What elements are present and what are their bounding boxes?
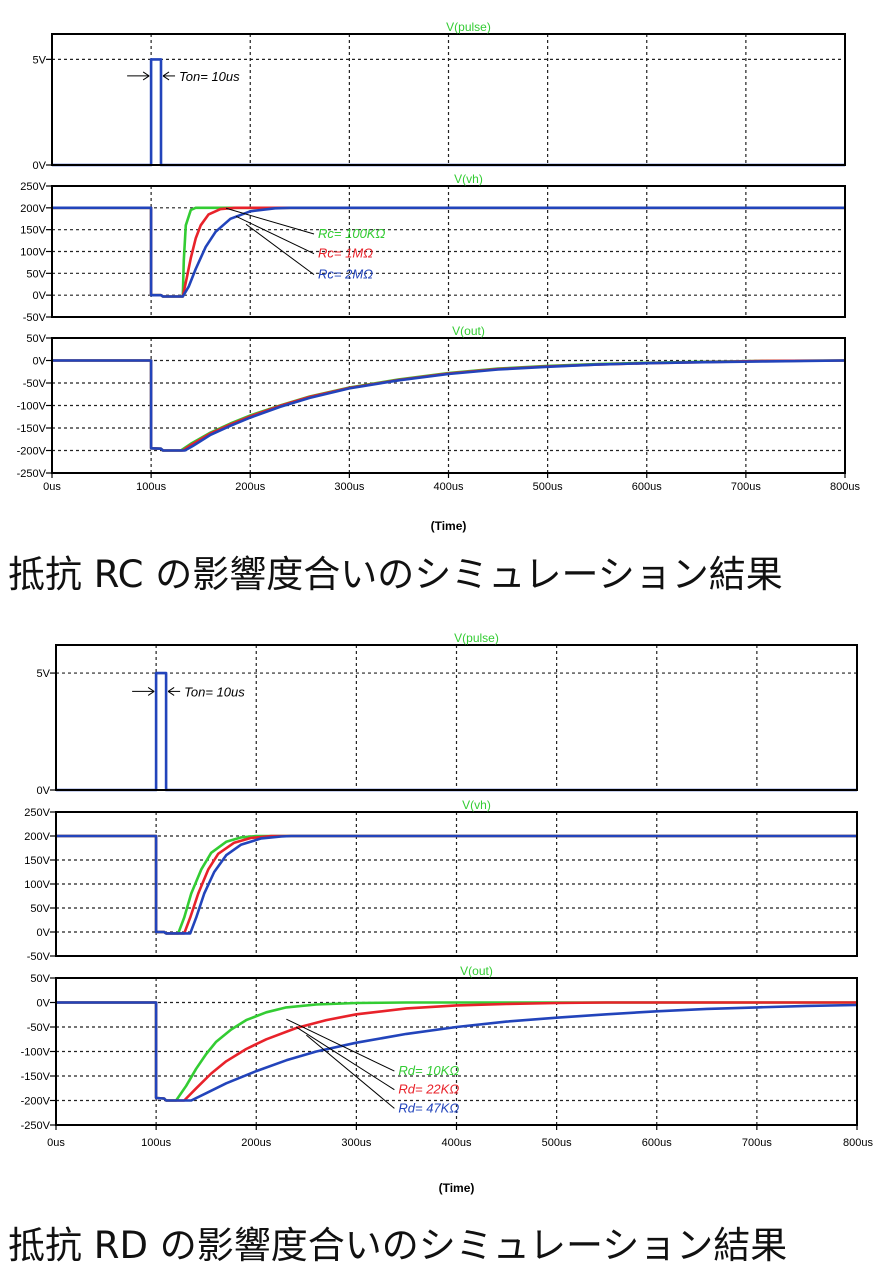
x-tick-label: 400us xyxy=(434,481,464,493)
x-tick-label: 500us xyxy=(533,481,563,493)
series-label-leader xyxy=(286,1018,395,1072)
series-label-blue: Rd= 47KΩ xyxy=(398,1100,459,1115)
series-blue-line xyxy=(56,1001,858,1102)
y-tick-label: 250V xyxy=(20,181,46,193)
series-label-leader xyxy=(245,223,315,276)
y-tick-label: -250V xyxy=(17,468,47,480)
y-tick-label: -200V xyxy=(17,446,47,458)
y-tick-label: 150V xyxy=(20,225,46,237)
y-tick-label: 0V xyxy=(37,785,51,797)
panel-frame xyxy=(51,185,846,318)
y-tick-label: 0V xyxy=(37,927,51,939)
series-label-red: Rc= 1MΩ xyxy=(318,246,373,261)
x-tick-label: 300us xyxy=(334,481,364,493)
x-tick-label: 500us xyxy=(542,1137,572,1149)
ton-arrowhead-right xyxy=(162,71,170,81)
y-tick-label: 200V xyxy=(20,203,46,215)
series-blue-line xyxy=(56,834,857,935)
series-blue-line xyxy=(52,359,846,452)
x-tick-label: 700us xyxy=(742,1137,772,1149)
series-blue-line xyxy=(52,206,845,298)
x-tick-label: 700us xyxy=(731,481,761,493)
series-label-leader xyxy=(306,1034,395,1109)
x-tick-label: 600us xyxy=(632,481,662,493)
y-tick-label: 150V xyxy=(24,855,50,867)
panel-title: V(out) xyxy=(460,964,493,978)
x-tick-label: 300us xyxy=(341,1137,371,1149)
y-tick-label: -50V xyxy=(23,378,47,390)
panel-title: V(pulse) xyxy=(454,631,499,645)
y-tick-label: 100V xyxy=(20,247,46,259)
y-tick-label: 50V xyxy=(30,973,50,985)
x-tick-label: 0us xyxy=(43,481,61,493)
caption-rd: 抵抗 RD の影響度合いのシミュレーション結果 xyxy=(8,1224,788,1267)
y-tick-label: 100V xyxy=(24,879,50,891)
y-tick-label: -200V xyxy=(21,1096,51,1108)
y-tick-label: 50V xyxy=(26,333,46,345)
y-tick-label: 50V xyxy=(30,903,50,915)
x-tick-label: 0us xyxy=(47,1137,65,1149)
series-label-leader xyxy=(235,215,315,255)
x-tick-label: 100us xyxy=(136,481,166,493)
series-label-leader xyxy=(225,207,315,235)
panel-title: V(pulse) xyxy=(446,20,491,34)
y-tick-label: -50V xyxy=(23,312,47,324)
y-tick-label: -150V xyxy=(21,1071,51,1083)
series-label-green: Rc= 100KΩ xyxy=(318,226,385,241)
y-tick-label: -50V xyxy=(27,951,51,963)
x-tick-label: 200us xyxy=(241,1137,271,1149)
x-tick-label: 800us xyxy=(830,481,860,493)
x-tick-label: 100us xyxy=(141,1137,171,1149)
y-tick-label: -150V xyxy=(17,423,47,435)
series-label-green: Rd= 10KΩ xyxy=(398,1063,459,1078)
panel-title: V(vh) xyxy=(462,798,491,812)
panel-frame xyxy=(55,811,858,957)
ton-arrowhead-left xyxy=(142,71,150,81)
x-axis-label: (Time) xyxy=(431,519,467,533)
x-tick-label: 400us xyxy=(442,1137,472,1149)
y-tick-label: 50V xyxy=(26,268,46,280)
y-tick-label: 0V xyxy=(33,290,47,302)
series-label-blue: Rc= 2MΩ xyxy=(318,267,373,282)
y-tick-label: -50V xyxy=(27,1022,51,1034)
ton-annotation: Ton= 10us xyxy=(179,69,240,84)
series-label-leader xyxy=(296,1026,395,1091)
x-axis-label: (Time) xyxy=(439,1181,475,1195)
y-tick-label: -250V xyxy=(21,1120,51,1132)
ton-annotation: Ton= 10us xyxy=(184,684,245,699)
y-tick-label: 0V xyxy=(37,998,51,1010)
y-tick-label: 0V xyxy=(33,160,47,172)
panel-frame xyxy=(55,644,858,791)
panel-title: V(vh) xyxy=(454,172,483,186)
ton-arrowhead-left xyxy=(147,686,155,696)
y-tick-label: 5V xyxy=(37,668,51,680)
y-tick-label: 250V xyxy=(24,807,50,819)
series-label-red: Rd= 22KΩ xyxy=(398,1082,459,1097)
ton-arrowhead-right xyxy=(167,686,175,696)
panel-title: V(out) xyxy=(452,324,485,338)
panel-frame xyxy=(51,33,846,166)
y-tick-label: -100V xyxy=(17,401,47,413)
y-tick-label: 0V xyxy=(33,356,47,368)
y-tick-label: 5V xyxy=(33,54,47,66)
y-tick-label: -100V xyxy=(21,1047,51,1059)
y-tick-label: 200V xyxy=(24,831,50,843)
x-tick-label: 600us xyxy=(642,1137,672,1149)
caption-rc: 抵抗 RC の影響度合いのシミュレーション結果 xyxy=(8,553,783,596)
x-tick-label: 200us xyxy=(235,481,265,493)
x-tick-label: 800us xyxy=(843,1137,873,1149)
